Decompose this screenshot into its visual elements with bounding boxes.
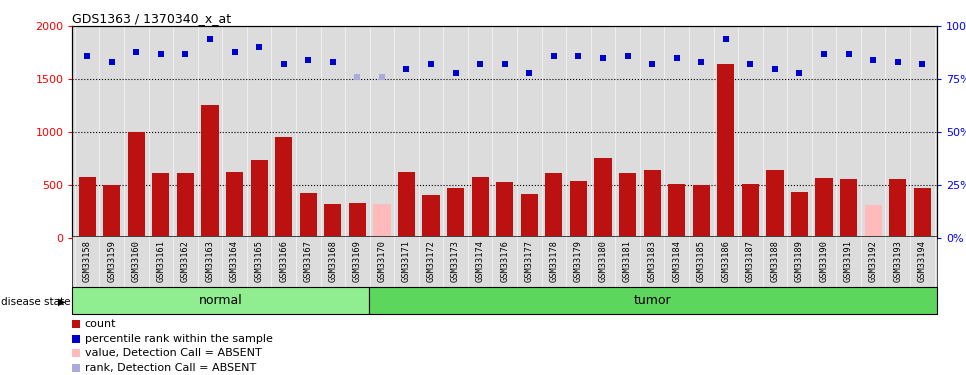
Text: GSM33168: GSM33168 (328, 240, 337, 282)
Bar (78, 177, 96, 238)
Bar (103, 185, 121, 238)
Text: tumor: tumor (634, 294, 671, 307)
Bar (201, 105, 218, 238)
Bar (717, 64, 734, 238)
Text: value, Detection Call = ABSENT: value, Detection Call = ABSENT (85, 348, 261, 358)
Bar (471, 177, 489, 238)
Text: GSM33178: GSM33178 (550, 240, 558, 282)
Bar (545, 173, 562, 238)
Text: GSM33172: GSM33172 (427, 240, 436, 282)
Text: GSM33164: GSM33164 (230, 240, 239, 282)
Text: GSM33173: GSM33173 (451, 240, 460, 282)
Bar (72, 287, 369, 314)
Text: GSM33181: GSM33181 (623, 240, 632, 282)
Text: rank, Detection Call = ABSENT: rank, Detection Call = ABSENT (85, 363, 256, 373)
Text: GSM33183: GSM33183 (647, 240, 657, 282)
Text: GSM33161: GSM33161 (156, 240, 165, 282)
Text: GSM33177: GSM33177 (525, 240, 534, 282)
Bar (815, 178, 833, 238)
Text: GSM33194: GSM33194 (918, 240, 926, 282)
Text: GSM33159: GSM33159 (107, 240, 116, 282)
Text: percentile rank within the sample: percentile rank within the sample (85, 334, 272, 344)
Text: ▶: ▶ (58, 297, 66, 307)
Bar (299, 193, 317, 238)
Text: disease state: disease state (1, 297, 71, 307)
Text: GSM33191: GSM33191 (844, 240, 853, 282)
Text: GSM33163: GSM33163 (206, 240, 214, 282)
Bar (766, 170, 783, 238)
Bar (447, 188, 465, 238)
Bar (570, 181, 587, 238)
Text: GSM33179: GSM33179 (574, 240, 582, 282)
Text: GDS1363 / 1370340_x_at: GDS1363 / 1370340_x_at (72, 12, 232, 25)
Text: GSM33180: GSM33180 (599, 240, 608, 282)
Bar (643, 170, 661, 238)
Text: GSM33184: GSM33184 (672, 240, 681, 282)
Bar (840, 179, 857, 238)
Text: GSM33189: GSM33189 (795, 240, 804, 282)
Bar (497, 182, 513, 238)
Bar (177, 173, 194, 238)
Bar (369, 287, 937, 314)
Bar (742, 184, 759, 238)
Text: GSM33158: GSM33158 (83, 240, 92, 282)
Text: GSM33169: GSM33169 (353, 240, 362, 282)
Text: GSM33170: GSM33170 (378, 240, 386, 282)
Bar (325, 204, 341, 238)
Text: GSM33160: GSM33160 (131, 240, 141, 282)
Text: GSM33167: GSM33167 (303, 240, 313, 282)
Bar (422, 195, 440, 238)
Text: GSM33171: GSM33171 (402, 240, 411, 282)
Text: GSM33174: GSM33174 (475, 240, 485, 282)
Bar (349, 203, 366, 238)
Text: GSM33192: GSM33192 (868, 240, 878, 282)
Bar (865, 205, 882, 238)
Text: GSM33190: GSM33190 (819, 240, 829, 282)
Bar (153, 173, 169, 238)
Text: GSM33188: GSM33188 (771, 240, 780, 282)
Text: GSM33186: GSM33186 (722, 240, 730, 282)
Bar (373, 204, 390, 238)
Bar (619, 173, 637, 238)
Bar (889, 179, 906, 238)
Text: GSM33166: GSM33166 (279, 240, 288, 282)
Text: GSM33162: GSM33162 (181, 240, 190, 282)
Text: GSM33185: GSM33185 (696, 240, 706, 282)
Text: count: count (85, 319, 116, 329)
Bar (914, 188, 931, 238)
Bar (128, 132, 145, 238)
Bar (594, 158, 611, 238)
Bar (275, 137, 293, 238)
Text: GSM33165: GSM33165 (255, 240, 264, 282)
Text: GSM33187: GSM33187 (746, 240, 754, 282)
Bar (398, 172, 415, 238)
Text: GSM33193: GSM33193 (894, 240, 902, 282)
Bar (693, 185, 710, 238)
Bar (668, 184, 685, 238)
Bar (226, 172, 243, 238)
Text: normal: normal (199, 294, 242, 307)
Bar (791, 192, 809, 238)
Bar (521, 194, 538, 238)
Bar (250, 160, 268, 238)
Text: GSM33176: GSM33176 (500, 240, 509, 282)
